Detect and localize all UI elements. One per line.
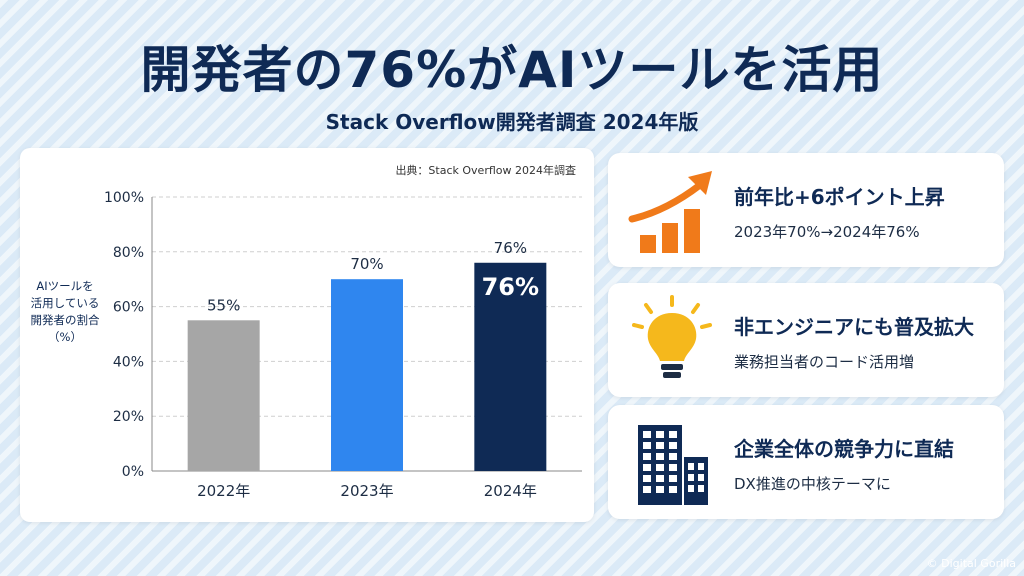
y-axis-label-line: 開発者の割合	[30, 313, 100, 327]
copyright: © Digital Gorilla	[926, 557, 1016, 570]
bar-chart: 0% 20% 40% 60% 80% 100% 55% 2022年 70% 2023年 76% 202…	[104, 190, 582, 500]
y-tick-label: 20%	[113, 409, 144, 425]
growth-chart-icon	[628, 171, 712, 253]
data-label: 76%	[494, 239, 527, 257]
y-tick-label: 80%	[113, 245, 144, 261]
highlight-label: 76%	[482, 273, 539, 301]
stat-desc: 業務担当者のコード活用増	[734, 353, 915, 371]
chart-card: 出典：Stack Overflow 2024年調査 AIツールを 活用している …	[20, 148, 594, 522]
stat-card-enterprise: 企業全体の競争力に直結 DX推進の中核テーマに	[608, 405, 1004, 519]
y-axis-label-line: （%）	[48, 330, 82, 344]
data-label: 70%	[350, 255, 383, 273]
y-tick-label: 100%	[104, 190, 144, 206]
stat-title: 前年比+6ポイント上昇	[734, 185, 945, 209]
bar	[187, 320, 260, 471]
y-axis-label-line: 活用している	[30, 296, 100, 310]
y-axis-label-line: AIツールを	[36, 279, 94, 293]
x-tick-label: 2022年	[197, 482, 250, 500]
bar	[331, 279, 403, 471]
stat-title: 企業全体の競争力に直結	[734, 437, 954, 461]
page-title: 開発者の76%がAIツールを活用	[140, 41, 884, 99]
stat-title: 非エンジニアにも普及拡大	[734, 315, 974, 339]
x-tick-label: 2023年	[340, 482, 393, 500]
stat-desc: 2023年70%→2024年76%	[734, 223, 920, 241]
stat-card-growth: 前年比+6ポイント上昇 2023年70%→2024年76%	[608, 153, 1004, 267]
data-label: 55%	[207, 296, 240, 314]
office-building-icon	[638, 425, 708, 505]
lightbulb-icon	[632, 295, 712, 378]
chart-source: 出典：Stack Overflow 2024年調査	[395, 164, 576, 177]
page-subtitle: Stack Overflow開発者調査 2024年版	[325, 110, 699, 134]
y-axis-label: AIツールを 活用している 開発者の割合 （%）	[28, 278, 102, 346]
x-tick-label: 2024年	[484, 482, 537, 500]
y-tick-label: 0%	[122, 464, 144, 480]
bar	[474, 262, 547, 471]
stat-card-adoption: 非エンジニアにも普及拡大 業務担当者のコード活用増	[608, 283, 1004, 397]
y-tick-label: 60%	[113, 300, 144, 316]
stat-desc: DX推進の中核テーマに	[734, 475, 891, 493]
y-tick-label: 40%	[113, 354, 144, 370]
